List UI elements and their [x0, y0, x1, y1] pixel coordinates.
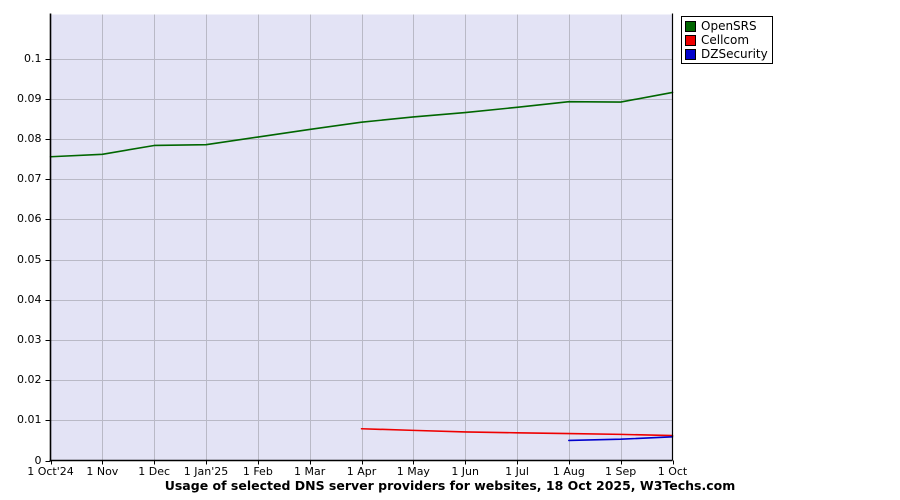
series-line-opensrs [49, 91, 674, 158]
gridlines [50, 14, 673, 461]
y-tick-label: 0.1 [24, 51, 42, 65]
y-tick-label: 0.02 [17, 373, 42, 387]
y-tick-label: 0.06 [17, 212, 42, 226]
legend-item: OpenSRS [685, 19, 768, 33]
y-tick-label: 0.07 [17, 172, 42, 186]
x-tick-label: 1 Mar [294, 464, 326, 478]
x-tick-label: 1 Oct [657, 464, 688, 478]
plot-area-background [50, 14, 673, 461]
axis-lines [49, 13, 674, 462]
legend-item: Cellcom [685, 33, 768, 47]
legend-item-label: OpenSRS [701, 18, 757, 33]
x-tick-label: 1 May [396, 464, 430, 478]
x-tick-label: 1 Apr [346, 464, 377, 478]
legend-item-label: Cellcom [701, 32, 750, 47]
x-tick-label: 1 Oct'24 [27, 464, 74, 478]
y-tick-label: 0.03 [17, 332, 42, 346]
x-tick-label: 1 Jul [505, 464, 529, 478]
series-line-cellcom [360, 427, 674, 437]
legend-item: DZSecurity [685, 47, 768, 61]
x-tick-label: 1 Aug [552, 464, 585, 478]
y-tick-label: 0.05 [17, 252, 42, 266]
legend-color-swatch-icon [685, 48, 696, 60]
x-tick-label: 1 Sep [605, 464, 637, 478]
y-tick-label: 0.09 [17, 91, 42, 105]
x-tick-label: 1 Jun [451, 464, 479, 478]
legend-color-swatch-icon [685, 34, 696, 46]
series-line-dzsecurity [568, 435, 674, 442]
chart-caption: Usage of selected DNS server providers f… [164, 478, 736, 493]
x-tick-label: 1 Jan'25 [183, 464, 229, 478]
axis-ticks [45, 59, 674, 465]
x-tick-label: 1 Nov [86, 464, 119, 478]
y-tick-label: 0.01 [17, 413, 42, 427]
y-tick-label: 0.08 [17, 132, 42, 146]
x-tick-label: 1 Dec [138, 464, 171, 478]
chart-legend: OpenSRS Cellcom DZSecurity [681, 16, 773, 64]
legend-item-label: DZSecurity [701, 46, 768, 61]
data-series [49, 91, 674, 442]
x-tick-label: 1 Feb [242, 464, 273, 478]
y-tick-label: 0.04 [17, 292, 42, 306]
legend-color-swatch-icon [685, 20, 696, 32]
y-tick-label: 0 [34, 453, 42, 467]
